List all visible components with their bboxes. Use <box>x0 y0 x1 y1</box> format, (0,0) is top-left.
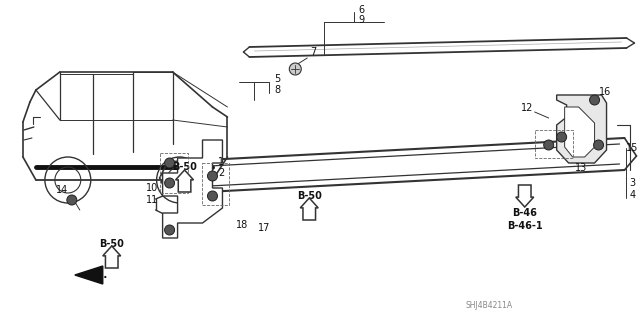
Text: B-46-1: B-46-1 <box>507 221 543 231</box>
Text: 6: 6 <box>358 5 364 15</box>
Text: 4: 4 <box>629 190 636 200</box>
Text: 9: 9 <box>358 15 364 25</box>
Circle shape <box>589 95 600 105</box>
Polygon shape <box>175 170 193 192</box>
Text: B-50: B-50 <box>172 162 197 172</box>
Circle shape <box>164 178 175 188</box>
Text: 13: 13 <box>575 163 587 173</box>
Text: 11: 11 <box>145 195 157 205</box>
Text: B-46: B-46 <box>512 208 537 218</box>
Text: 17: 17 <box>258 223 271 233</box>
Text: 8: 8 <box>275 85 280 95</box>
Text: 14: 14 <box>56 185 68 195</box>
Circle shape <box>289 63 301 75</box>
Text: 1: 1 <box>218 157 225 167</box>
Polygon shape <box>557 95 607 163</box>
Circle shape <box>544 140 554 150</box>
Text: 12: 12 <box>520 103 533 113</box>
Text: FR.: FR. <box>88 270 108 280</box>
Text: 16: 16 <box>600 87 612 97</box>
Text: B-50: B-50 <box>99 239 124 249</box>
Circle shape <box>207 191 218 201</box>
Polygon shape <box>516 185 534 207</box>
Text: B-50: B-50 <box>297 191 322 201</box>
Text: 15: 15 <box>627 143 639 153</box>
Circle shape <box>164 158 175 168</box>
Circle shape <box>557 132 566 142</box>
Bar <box>159 153 188 193</box>
Text: 5: 5 <box>274 74 280 84</box>
Circle shape <box>207 171 218 181</box>
Circle shape <box>67 195 77 205</box>
Text: 3: 3 <box>629 178 636 188</box>
Polygon shape <box>564 107 595 157</box>
Text: 2: 2 <box>218 168 225 178</box>
Text: 18: 18 <box>236 220 248 230</box>
Polygon shape <box>75 266 103 284</box>
Circle shape <box>593 140 604 150</box>
Polygon shape <box>163 140 223 238</box>
Bar <box>202 163 230 205</box>
Bar <box>534 130 573 158</box>
Text: 7: 7 <box>310 47 316 57</box>
Text: 10: 10 <box>145 183 157 193</box>
Polygon shape <box>300 198 318 220</box>
Text: SHJ4B4211A: SHJ4B4211A <box>465 300 513 309</box>
Polygon shape <box>103 246 121 268</box>
Circle shape <box>164 225 175 235</box>
